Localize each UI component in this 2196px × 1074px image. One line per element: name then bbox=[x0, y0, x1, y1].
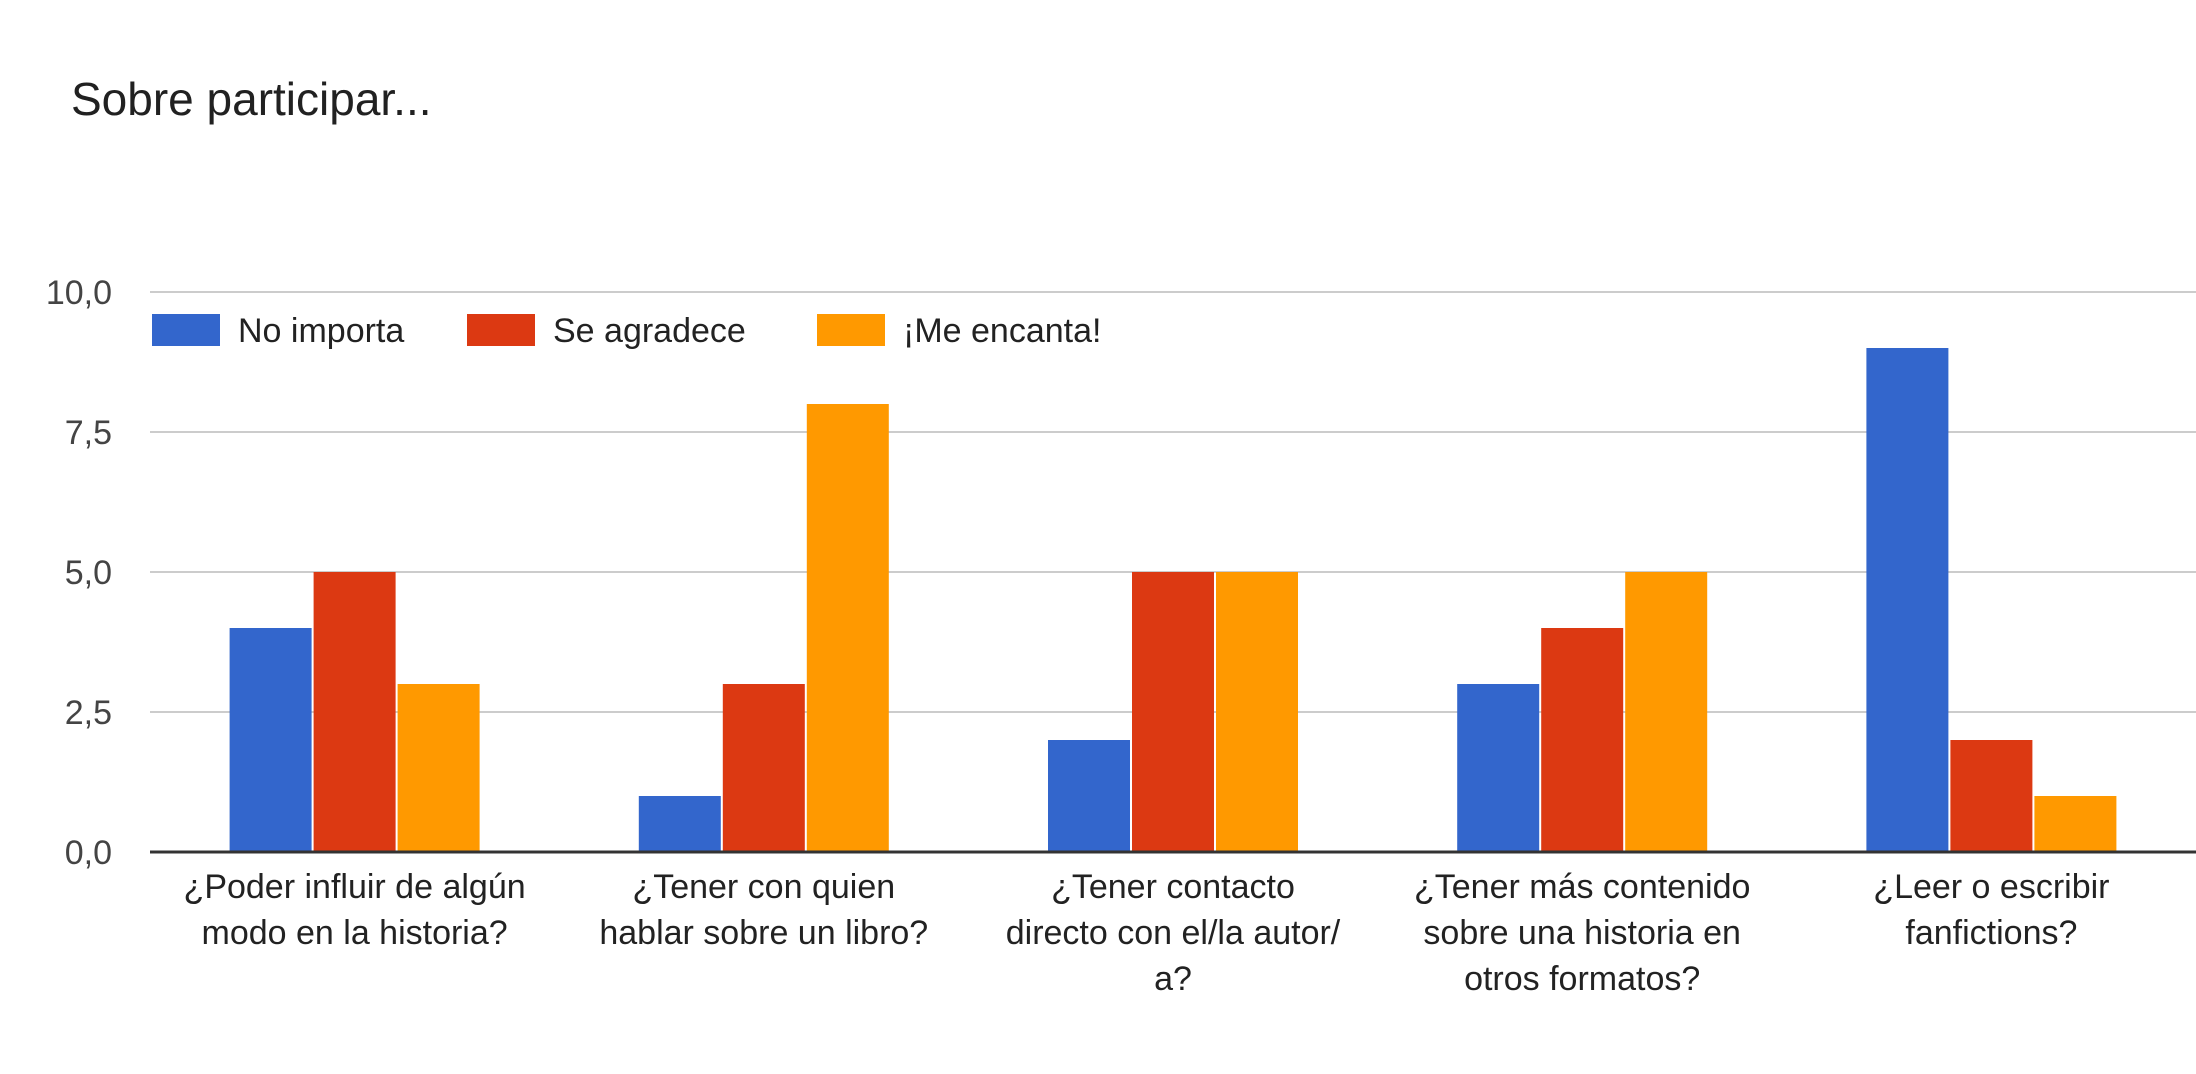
bar[interactable] bbox=[1216, 572, 1298, 852]
y-tick-label: 5,0 bbox=[65, 554, 112, 592]
y-tick-label: 2,5 bbox=[65, 694, 112, 732]
x-tick-label: hablar sobre un libro? bbox=[599, 914, 928, 952]
legend-swatch bbox=[817, 314, 885, 346]
bar[interactable] bbox=[722, 684, 805, 852]
bar[interactable] bbox=[1625, 572, 1708, 852]
bars bbox=[229, 348, 2117, 852]
y-tick-label: 10,0 bbox=[46, 274, 112, 312]
y-tick-label: 7,5 bbox=[65, 414, 112, 452]
bar[interactable] bbox=[397, 684, 480, 852]
x-tick-label: ¿Poder influir de algún bbox=[184, 868, 526, 906]
x-tick-label: ¿Tener con quien bbox=[632, 868, 895, 906]
bar[interactable] bbox=[229, 628, 312, 852]
x-tick-label: ¿Leer o escribir bbox=[1873, 868, 2109, 906]
bar[interactable] bbox=[806, 404, 889, 852]
x-tick-label: otros formatos? bbox=[1464, 960, 1700, 998]
legend: No importa Se agradece ¡Me encanta! bbox=[152, 312, 1101, 350]
bar[interactable] bbox=[2034, 796, 2117, 852]
x-tick-label: modo en la historia? bbox=[202, 914, 508, 952]
x-tick-label: fanfictions? bbox=[1905, 914, 2077, 952]
x-tick-label: a? bbox=[1154, 960, 1192, 998]
bar[interactable] bbox=[1048, 740, 1130, 852]
bar[interactable] bbox=[313, 572, 396, 852]
bar[interactable] bbox=[1132, 572, 1214, 852]
bar[interactable] bbox=[1457, 684, 1540, 852]
x-axis-labels: ¿Poder influir de algún modo en la histor… bbox=[184, 868, 2110, 998]
bar[interactable] bbox=[1541, 628, 1624, 852]
y-tick-label: 0,0 bbox=[65, 834, 112, 872]
legend-swatch bbox=[152, 314, 220, 346]
legend-label: ¡Me encanta! bbox=[903, 312, 1101, 350]
bar[interactable] bbox=[1950, 740, 2033, 852]
x-tick-label: ¿Tener contacto bbox=[1051, 868, 1295, 906]
bar[interactable] bbox=[638, 796, 721, 852]
x-tick-label: directo con el/la autor/ bbox=[1006, 914, 1341, 952]
legend-label: Se agradece bbox=[553, 312, 746, 350]
bar[interactable] bbox=[1866, 348, 1949, 852]
y-axis-ticks: 0,0 2,5 5,0 7,5 10,0 bbox=[46, 274, 112, 872]
legend-swatch bbox=[467, 314, 535, 346]
legend-label: No importa bbox=[238, 312, 404, 350]
chart-title: Sobre participar... bbox=[71, 73, 432, 125]
x-tick-label: ¿Tener más contenido bbox=[1414, 868, 1750, 906]
x-tick-label: sobre una historia en bbox=[1423, 914, 1741, 952]
